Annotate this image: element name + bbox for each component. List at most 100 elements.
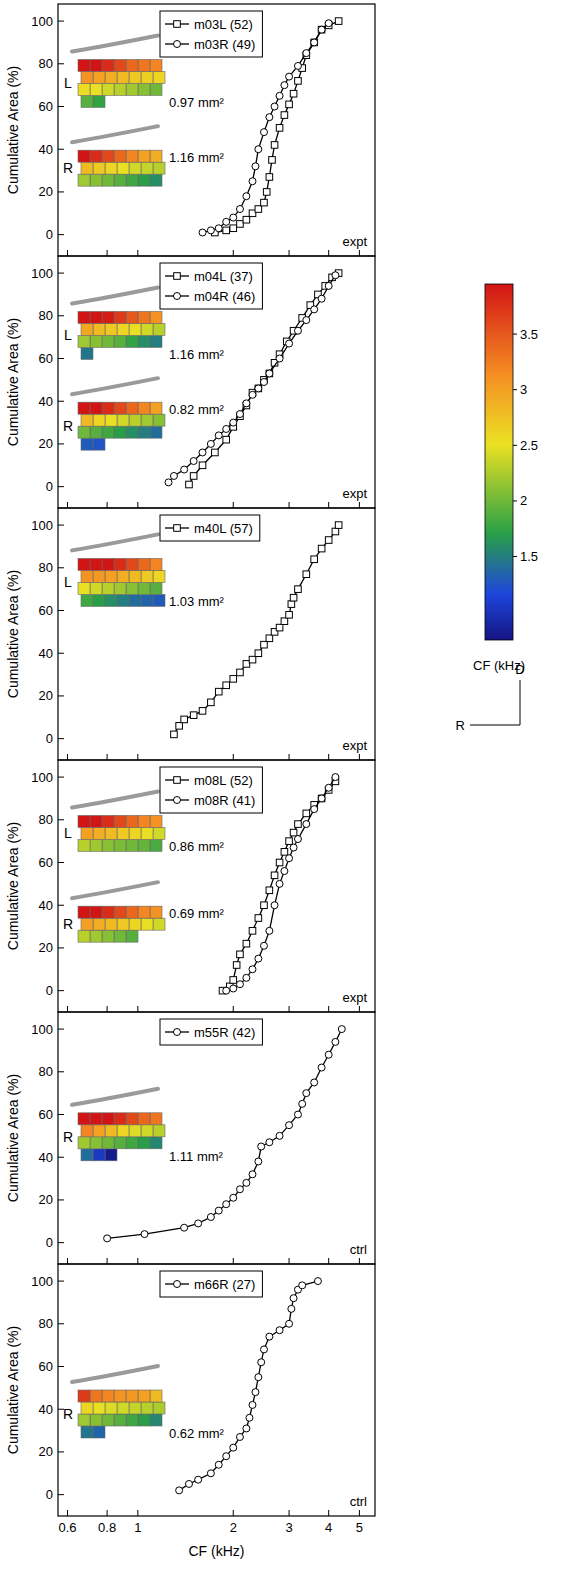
point [230, 985, 237, 992]
site-cell [78, 1414, 90, 1426]
y-tick [58, 777, 64, 778]
series-line [174, 525, 339, 734]
site-cell [138, 83, 150, 95]
site-map: R1.11 mm² [63, 1089, 224, 1164]
point [223, 436, 230, 443]
frame [58, 508, 375, 760]
site-cell [126, 150, 138, 162]
compass: DR [456, 662, 525, 733]
annotation: expt [342, 234, 367, 249]
site-cell [138, 1137, 150, 1149]
site-cell [78, 402, 90, 414]
site-cell [141, 162, 153, 174]
y-tick-label: 60 [39, 1107, 53, 1122]
point [290, 594, 297, 601]
site-cell [141, 414, 153, 426]
site-cell [114, 582, 126, 594]
site-cell [117, 71, 129, 83]
point [255, 650, 262, 657]
x-tick [137, 250, 138, 256]
point [299, 1282, 306, 1289]
figure: 020406080100Cumulative Area (%)exptL0.97… [0, 0, 562, 1573]
point [286, 838, 293, 845]
y-tick [58, 1323, 64, 1324]
cortex-surface [72, 882, 158, 898]
site-cell [93, 323, 105, 335]
area-label: 1.16 mm² [169, 347, 225, 362]
site-cell [105, 1402, 117, 1414]
panel: 020406080100Cumulative Area (%)exptL1.03… [5, 508, 375, 760]
point [318, 26, 325, 33]
series-line [107, 1029, 342, 1238]
point [281, 82, 288, 89]
panel: 020406080100Cumulative Area (%)exptL0.97… [5, 4, 375, 256]
area-label: 1.03 mm² [169, 594, 225, 609]
site-cell [138, 1113, 150, 1125]
x-tick-label: 0.6 [58, 1520, 76, 1535]
site-cell [153, 414, 165, 426]
point [230, 1194, 237, 1201]
point [276, 1327, 283, 1334]
colorbar-tick [513, 334, 517, 335]
site-cell [129, 71, 141, 83]
site-cell [126, 1137, 138, 1149]
point [223, 1201, 230, 1208]
x-tick [289, 502, 290, 508]
point [223, 425, 230, 432]
legend-box [160, 767, 262, 813]
point [260, 1346, 267, 1353]
site-cell [150, 426, 162, 438]
site-cell [78, 150, 90, 162]
point [195, 1476, 202, 1483]
point [249, 1171, 256, 1178]
site-cell [126, 311, 138, 323]
x-tick [359, 502, 360, 508]
site-cell [150, 1137, 162, 1149]
site-cell [102, 426, 114, 438]
cortex-surface [72, 791, 158, 807]
frame [58, 1012, 375, 1264]
point [295, 821, 302, 828]
point [288, 1305, 295, 1312]
site-cell [90, 59, 102, 71]
y-tick-label: 40 [39, 394, 53, 409]
site-cell [105, 594, 117, 606]
y-tick-label: 40 [39, 646, 53, 661]
site-cell [102, 815, 114, 827]
point [230, 676, 237, 683]
point [249, 928, 256, 935]
y-tick-label: 100 [31, 14, 53, 29]
site-cell [153, 1125, 165, 1137]
site-cell [126, 1414, 138, 1426]
point [286, 855, 293, 862]
cortex-surface [72, 287, 158, 303]
site-cell [150, 1414, 162, 1426]
legend: m55R (42) [160, 1019, 262, 1045]
point [230, 977, 237, 984]
site-cell [126, 402, 138, 414]
legend: m40L (57) [160, 515, 260, 541]
site-cell [129, 162, 141, 174]
cortex-surface [72, 1366, 158, 1382]
site-cell [150, 311, 162, 323]
y-tick [58, 947, 64, 948]
point [318, 26, 325, 33]
y-tick [58, 1281, 64, 1282]
y-tick [58, 234, 64, 235]
point [165, 479, 172, 486]
point [325, 282, 332, 289]
point [286, 611, 293, 618]
y-tick [58, 610, 64, 611]
area-label: 1.16 mm² [169, 150, 225, 165]
y-tick-label: 40 [39, 1402, 53, 1417]
site-cell [141, 594, 153, 606]
point [311, 1079, 318, 1086]
site-cell [90, 815, 102, 827]
point [335, 18, 342, 25]
site-cell [138, 150, 150, 162]
point [243, 940, 250, 947]
point [236, 411, 243, 418]
point [338, 1026, 345, 1033]
x-tick-label: 4 [325, 1520, 332, 1535]
point [215, 432, 222, 439]
